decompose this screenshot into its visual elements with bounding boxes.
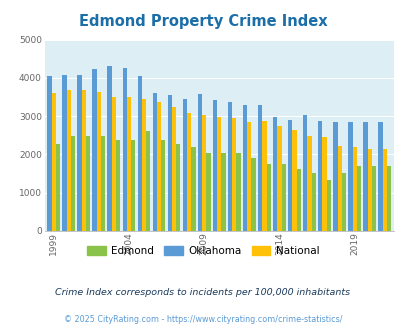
Bar xyxy=(273,116,277,231)
Bar xyxy=(187,113,191,231)
Bar xyxy=(126,97,131,231)
Bar xyxy=(55,144,60,231)
Bar xyxy=(101,136,105,231)
Bar xyxy=(262,121,266,231)
Bar xyxy=(292,130,296,231)
Bar xyxy=(191,147,195,231)
Bar xyxy=(122,68,126,231)
Bar xyxy=(176,144,180,231)
Bar xyxy=(337,146,341,231)
Bar xyxy=(367,149,371,231)
Bar xyxy=(236,153,240,231)
Text: © 2025 CityRating.com - https://www.cityrating.com/crime-statistics/: © 2025 CityRating.com - https://www.city… xyxy=(64,314,341,324)
Bar xyxy=(303,115,307,231)
Bar xyxy=(386,166,390,231)
Bar xyxy=(206,153,210,231)
Bar xyxy=(311,173,315,231)
Bar xyxy=(92,69,96,231)
Bar xyxy=(77,75,81,231)
Bar xyxy=(347,122,352,231)
Bar xyxy=(326,180,330,231)
Bar xyxy=(333,122,337,231)
Bar xyxy=(288,119,292,231)
Bar xyxy=(362,122,367,231)
Bar xyxy=(197,94,202,231)
Bar xyxy=(51,93,55,231)
Bar xyxy=(352,147,356,231)
Bar xyxy=(212,100,217,231)
Bar xyxy=(382,149,386,231)
Bar xyxy=(247,122,251,231)
Bar xyxy=(356,166,360,231)
Bar xyxy=(202,115,206,231)
Bar xyxy=(62,75,66,231)
Bar xyxy=(71,136,75,231)
Bar xyxy=(221,153,225,231)
Bar xyxy=(156,102,161,231)
Legend: Edmond, Oklahoma, National: Edmond, Oklahoma, National xyxy=(82,242,323,260)
Bar xyxy=(242,105,247,231)
Bar xyxy=(131,140,135,231)
Bar xyxy=(152,93,156,231)
Bar xyxy=(116,140,120,231)
Bar xyxy=(86,136,90,231)
Bar xyxy=(296,169,300,231)
Bar xyxy=(66,90,71,231)
Bar xyxy=(182,99,187,231)
Bar xyxy=(277,126,281,231)
Bar xyxy=(107,66,111,231)
Bar xyxy=(341,173,345,231)
Bar xyxy=(266,164,270,231)
Bar xyxy=(307,136,311,231)
Bar xyxy=(161,140,165,231)
Bar xyxy=(217,117,221,231)
Bar xyxy=(232,118,236,231)
Bar xyxy=(167,95,172,231)
Bar xyxy=(318,121,322,231)
Bar xyxy=(322,137,326,231)
Text: Crime Index corresponds to incidents per 100,000 inhabitants: Crime Index corresponds to incidents per… xyxy=(55,287,350,297)
Bar xyxy=(137,76,141,231)
Bar xyxy=(81,90,86,231)
Bar xyxy=(251,158,255,231)
Bar xyxy=(227,102,232,231)
Bar xyxy=(172,107,176,231)
Bar xyxy=(96,92,101,231)
Bar xyxy=(371,166,375,231)
Bar xyxy=(281,164,285,231)
Bar xyxy=(141,99,146,231)
Bar xyxy=(47,76,51,231)
Bar xyxy=(257,105,262,231)
Text: Edmond Property Crime Index: Edmond Property Crime Index xyxy=(79,14,326,29)
Bar xyxy=(146,131,150,231)
Bar xyxy=(377,122,382,231)
Bar xyxy=(111,97,116,231)
